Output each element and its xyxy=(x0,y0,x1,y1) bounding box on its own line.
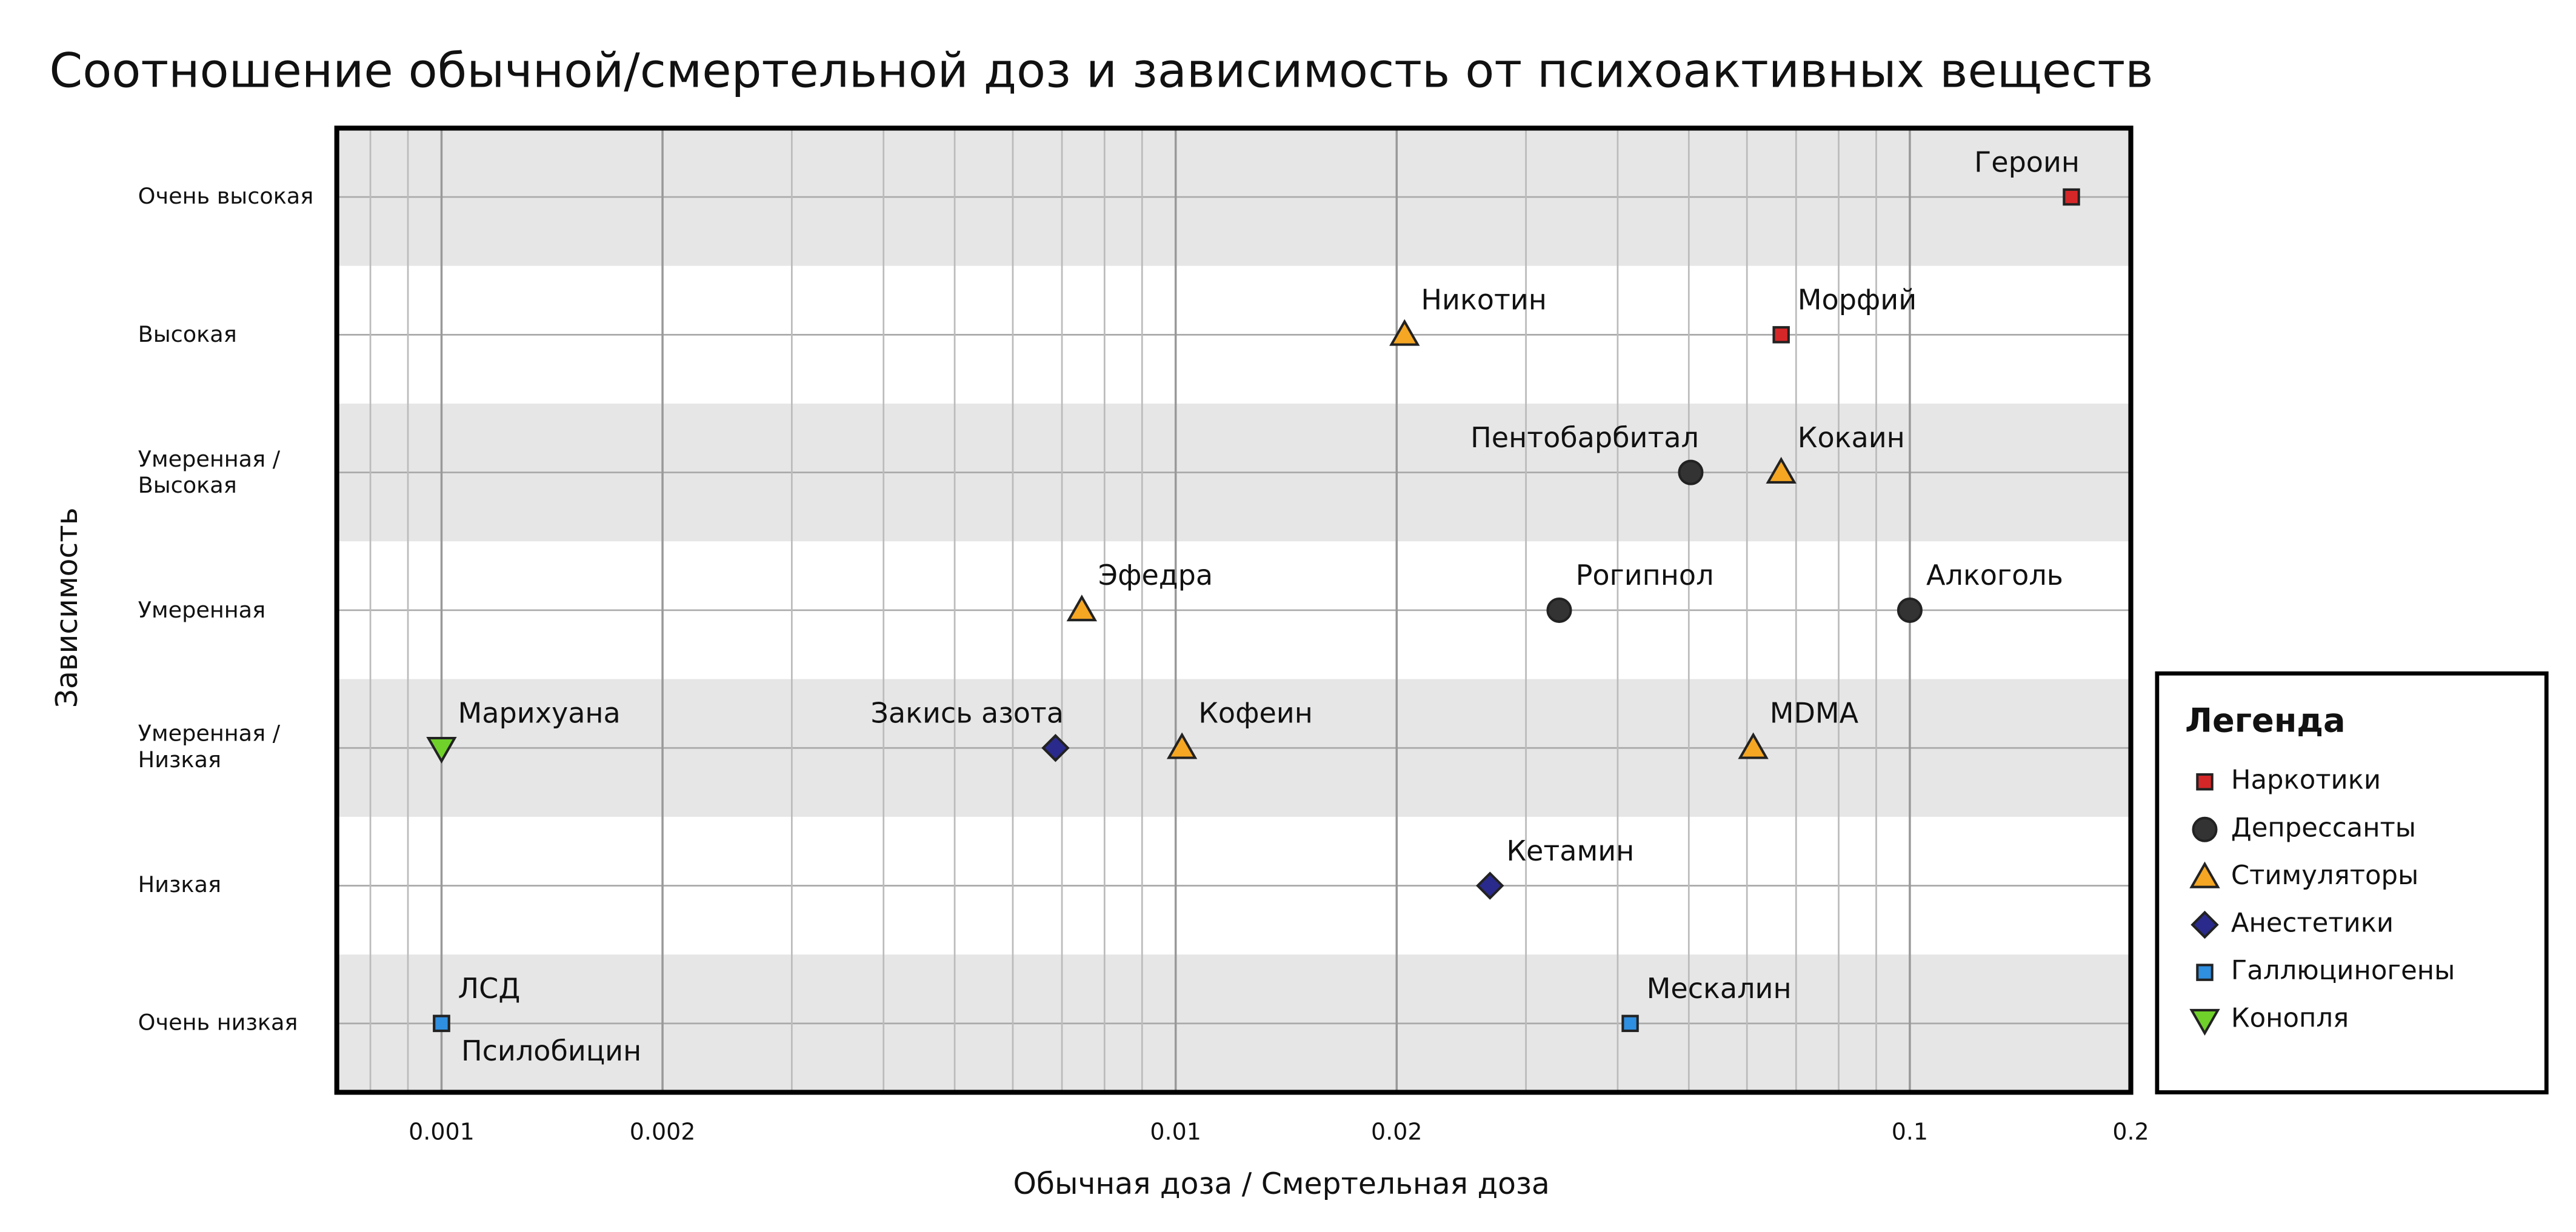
point xyxy=(1678,459,1704,485)
y-tick-label: Умеренная / Высокая xyxy=(138,446,281,499)
point-label: Псилобицин xyxy=(461,1034,641,1067)
point xyxy=(1766,456,1797,484)
legend-label: Конопля xyxy=(2231,1004,2349,1034)
legend-label: Депрессанты xyxy=(2231,813,2416,843)
legend-marker xyxy=(2191,910,2219,939)
y-tick-label: Умеренная / Низкая xyxy=(138,721,281,774)
point-label: ЛСД xyxy=(458,972,521,1005)
point xyxy=(1476,871,1504,900)
point-label: Кокаин xyxy=(1798,421,1905,454)
legend-marker xyxy=(2189,861,2220,888)
plot-frame xyxy=(334,125,2134,1095)
point xyxy=(1546,597,1572,623)
point xyxy=(433,1014,450,1033)
y-tick-label: Низкая xyxy=(138,872,221,899)
legend-title: Легенда xyxy=(2185,701,2346,739)
x-axis-label: Обычная доза / Смертельная доза xyxy=(1013,1167,1550,1201)
legend-marker xyxy=(2189,1008,2220,1036)
legend-label: Галлюциногены xyxy=(2231,956,2455,986)
point xyxy=(1066,594,1098,622)
x-tick-label: 0.002 xyxy=(630,1119,696,1145)
point-label: MDMA xyxy=(1770,697,1859,730)
point-label: Мескалин xyxy=(1647,972,1792,1005)
x-tick-label: 0.2 xyxy=(2112,1119,2149,1145)
y-tick-label: Очень низкая xyxy=(138,1010,298,1037)
point-label: Кофеин xyxy=(1198,697,1313,730)
legend-marker xyxy=(2192,816,2218,842)
x-tick-label: 0.001 xyxy=(409,1119,475,1145)
y-tick-label: Умеренная xyxy=(138,597,266,624)
point xyxy=(426,736,457,764)
legend-marker xyxy=(2196,773,2214,791)
point xyxy=(1621,1014,1639,1033)
point-label: Марихуана xyxy=(458,697,621,730)
point xyxy=(1166,732,1198,759)
x-tick-label: 0.1 xyxy=(1892,1119,1928,1145)
point xyxy=(2063,188,2080,206)
point-label: Рогипнол xyxy=(1576,559,1714,591)
point-label: Алкоголь xyxy=(1926,559,2063,591)
plot-background xyxy=(336,128,2132,1093)
point-label: Никотин xyxy=(1421,284,1546,316)
point-label: Закись азота xyxy=(870,697,1064,730)
point-label: Морфий xyxy=(1798,284,1917,316)
point-label: Героин xyxy=(1974,145,2080,178)
legend-label: Стимуляторы xyxy=(2231,861,2418,891)
legend-label: Анестетики xyxy=(2231,908,2394,939)
y-tick-label: Очень высокая xyxy=(138,184,314,210)
point xyxy=(1041,734,1070,762)
chart-title: Соотношение обычной/смертельной доз и за… xyxy=(49,42,2153,98)
y-axis-label: Зависимость xyxy=(50,508,84,708)
point-label: Пентобарбитал xyxy=(1470,421,1699,454)
legend-label: Наркотики xyxy=(2231,765,2381,796)
point-label: Эфедра xyxy=(1098,559,1213,591)
point xyxy=(1738,732,1769,759)
point-label: Кетамин xyxy=(1506,834,1634,867)
legend-box xyxy=(2155,671,2549,1094)
x-tick-label: 0.01 xyxy=(1150,1119,1201,1145)
x-tick-label: 0.02 xyxy=(1371,1119,1422,1145)
y-tick-label: Высокая xyxy=(138,321,237,348)
point xyxy=(1389,319,1420,346)
point xyxy=(1772,326,1790,344)
legend-marker xyxy=(2196,964,2214,981)
point xyxy=(1897,597,1923,623)
